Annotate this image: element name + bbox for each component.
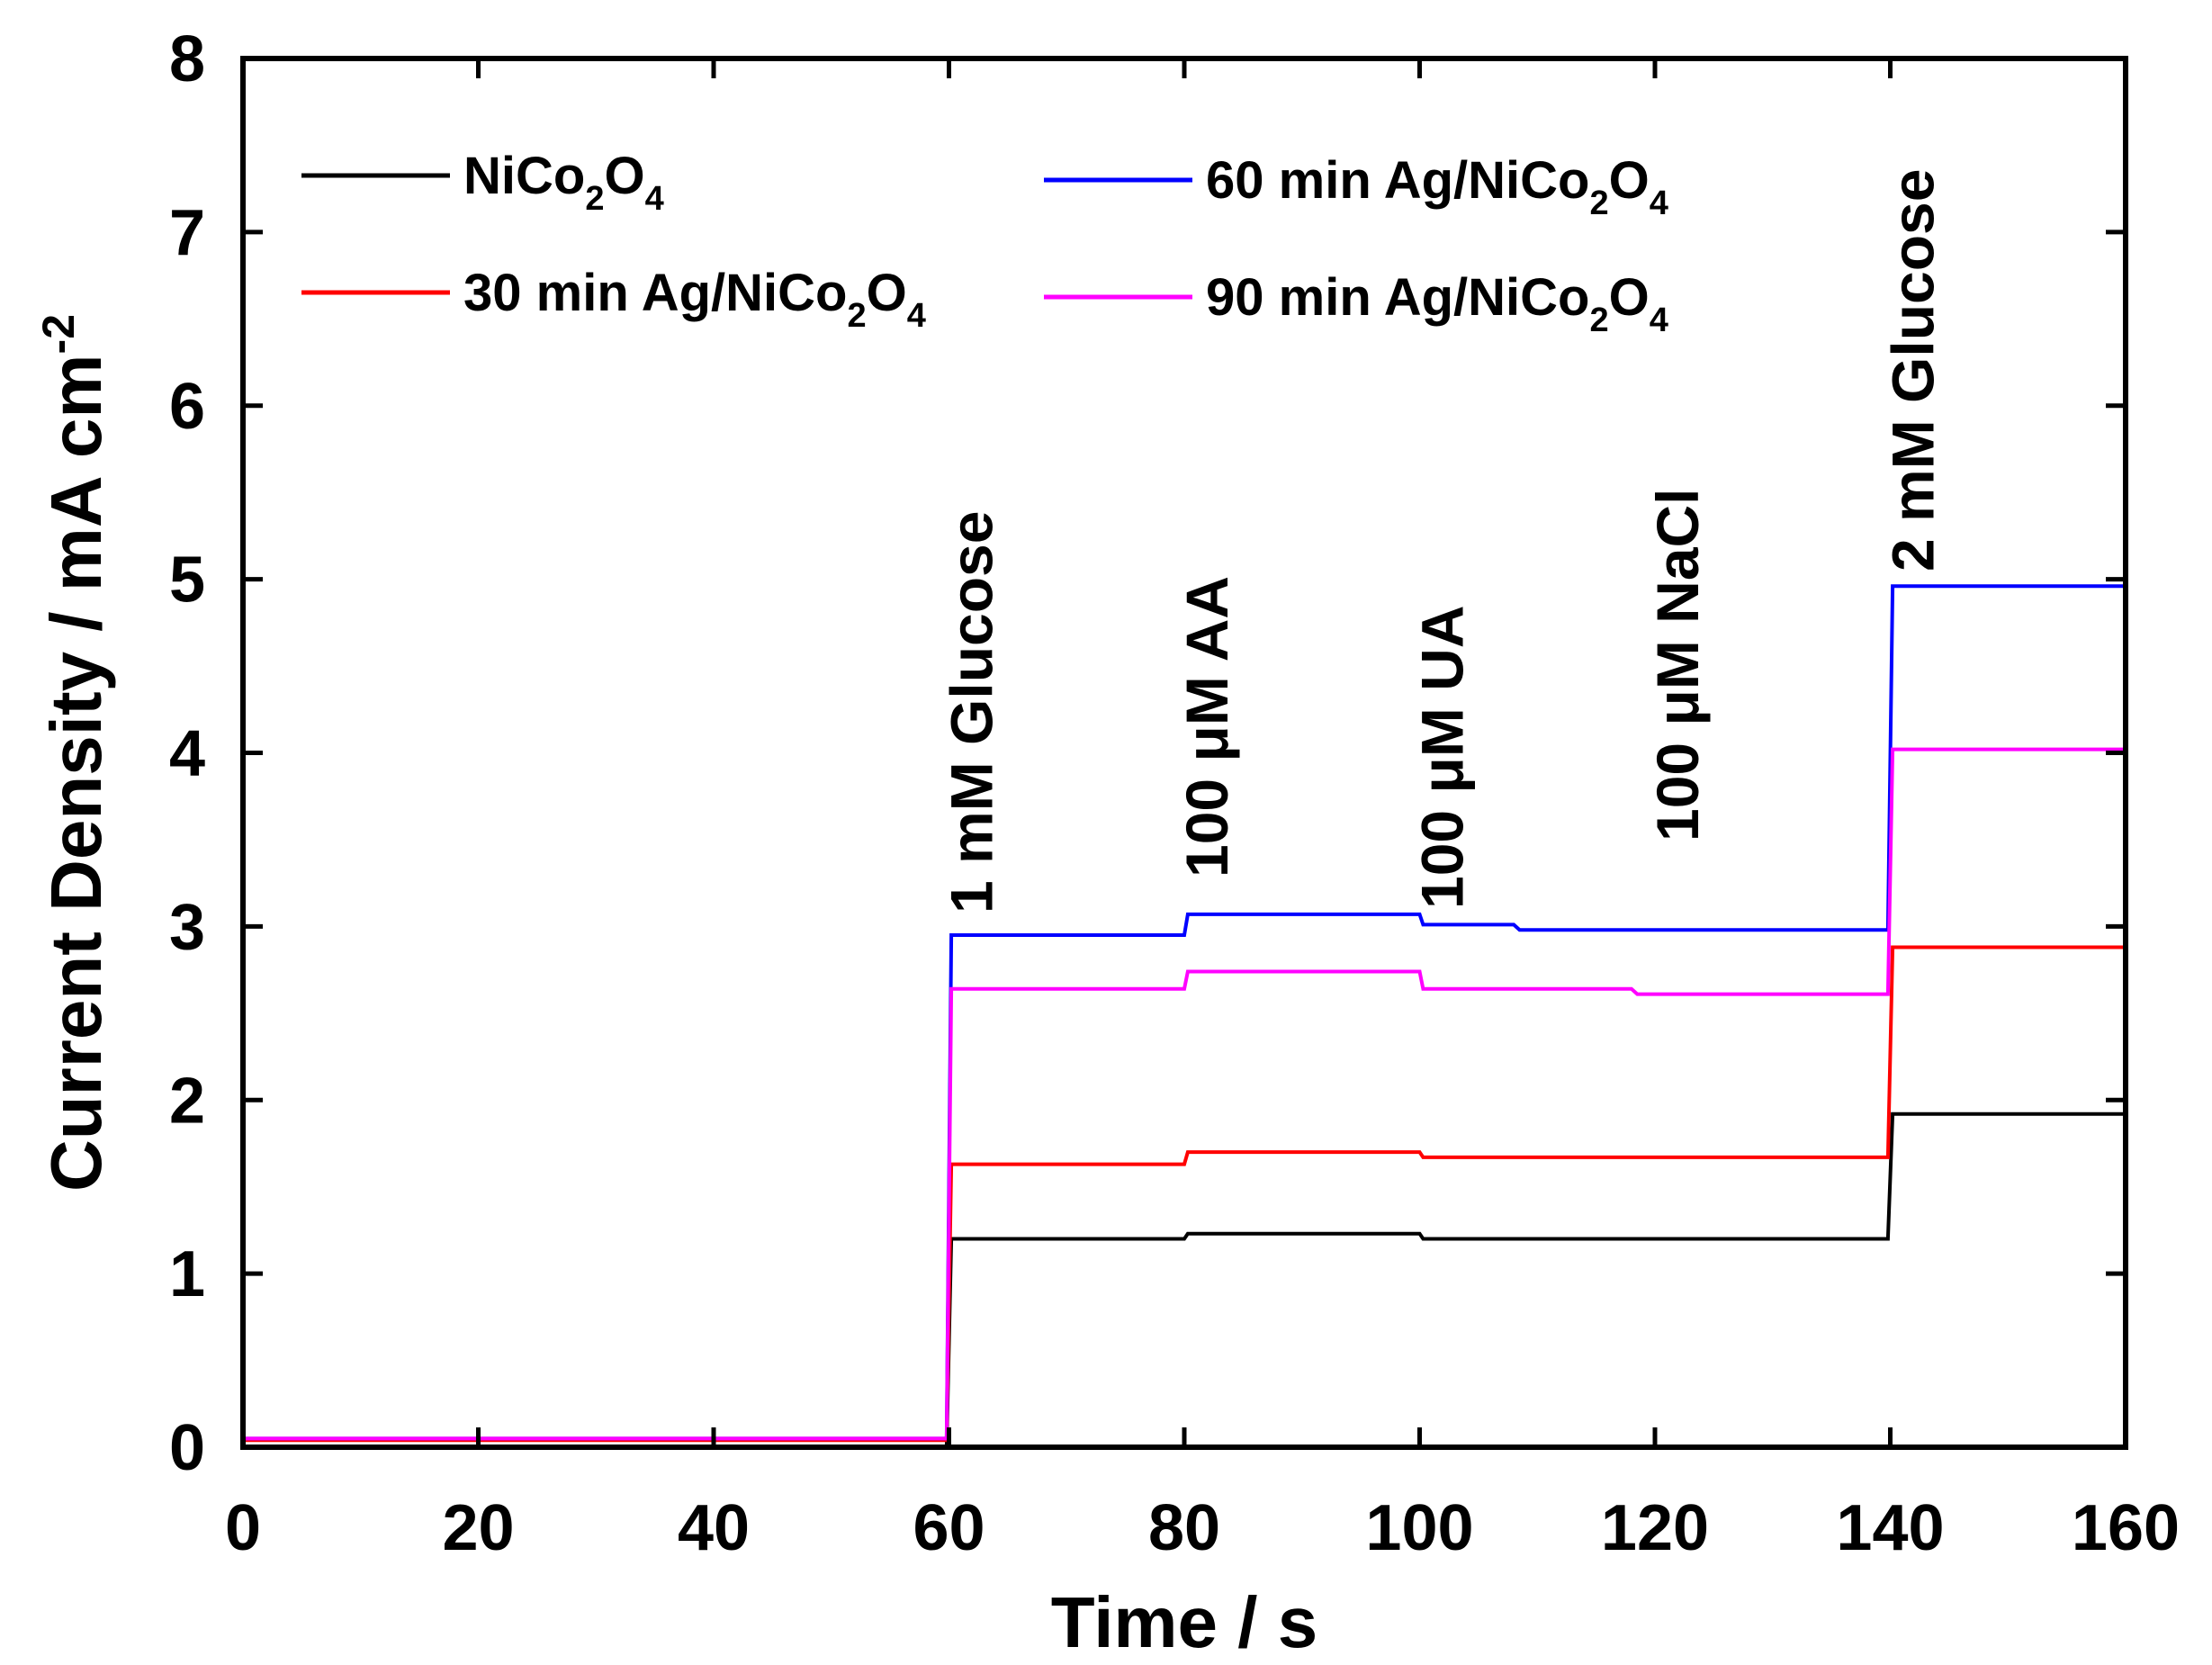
legend-label: NiCo2O4 [463,147,664,218]
legend-label-part: 2 [1589,184,1608,222]
legend-label-part: N [463,147,501,205]
x-tick-label: 20 [442,1492,514,1564]
legend-label-part: O [1609,268,1650,327]
x-tick-label: 80 [1148,1492,1220,1564]
legend-label: 90 min Ag/NiCo2O4 [1206,268,1668,339]
annotation-label: 1 mM Glucose [939,511,1005,914]
legend-label-part: 2 [585,180,604,218]
x-tick-label: 60 [913,1492,985,1564]
y-tick-label: 0 [169,1412,205,1484]
legend-label: 60 min Ag/NiCo2O4 [1206,151,1668,222]
x-axis-title: Time / s [1051,1582,1317,1662]
y-tick-label: 2 [169,1065,205,1137]
legend-label-part: iCo [501,147,585,205]
legend-label-part: O [1609,151,1650,210]
annotation-label: 100 μM UA [1409,606,1476,909]
y-tick-label: 5 [169,544,205,616]
x-tick-label: 160 [2072,1492,2180,1564]
legend-label-part: 4 [1650,184,1668,222]
labels-layer: 0 20 40 60 80 100 120 140 160 0 1 2 3 4 5 6 7 8 [169,23,2180,1564]
y-tick-label: 8 [169,23,205,95]
y-tick-label: 7 [169,197,205,269]
annotations: 1 mM Glucose 100 μM AA 100 μM UA 100 μM NaC… [939,169,1947,914]
legend-label-prefix: 90 min Ag/ [1206,268,1468,327]
legend-label-part: N [1468,151,1506,210]
legend-label: 30 min Ag/NiCo2O4 [463,264,926,335]
annotation-label: 2 mM Glucose [1880,169,1947,572]
legend-label-part: 4 [1650,302,1668,339]
series-layer [243,584,2126,1449]
y-tick-label: 6 [169,371,205,443]
legend-label-part: O [604,147,644,205]
y-axis-title-main: Current Density / mA cm [36,354,116,1192]
legend-label-part: iCo [1506,268,1589,327]
legend-label-part: iCo [1506,151,1589,210]
legend-label-prefix: 60 min Ag/ [1206,151,1468,210]
legend-label-part: N [725,264,763,322]
y-tick-label: 4 [169,718,205,790]
annotation-label: 100 μM NaCl [1644,488,1711,842]
y-axis-title-sup: -2 [33,314,84,354]
legend-label-part: 2 [1589,302,1608,339]
x-tick-label: 140 [1836,1492,1944,1564]
x-tick-label: 100 [1365,1492,1473,1564]
legend-label-part: N [1468,268,1506,327]
legend-label-part: 2 [847,297,866,335]
series-line-2 [243,945,2126,1443]
legend-label-part: iCo [763,264,847,322]
legend-label-part: 4 [645,180,664,218]
series-line-4 [243,747,2126,1441]
legend-label-part: 4 [907,297,926,335]
y-tick-label: 1 [169,1238,205,1310]
y-tick-label: 3 [169,891,205,963]
annotation-label: 100 μM AA [1173,576,1240,878]
legend-label-prefix: 30 min Ag/ [463,264,725,322]
ticks-layer [240,56,2128,1450]
y-axis-title: Current Density / mA cm-2 [33,314,116,1192]
x-tick-label: 0 [225,1492,261,1564]
x-tick-label: 40 [678,1492,750,1564]
x-tick-label: 120 [1601,1492,1709,1564]
legend-label-part: O [867,264,907,322]
